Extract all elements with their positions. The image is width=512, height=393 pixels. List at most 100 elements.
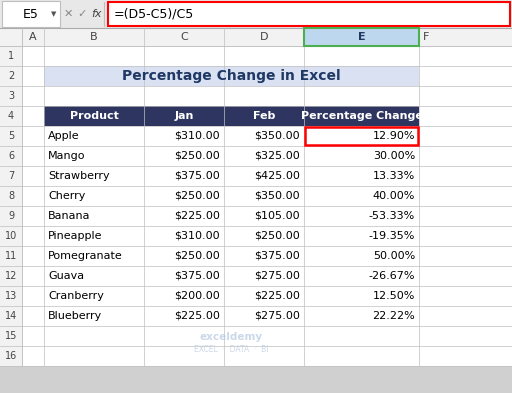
Text: $275.00: $275.00 xyxy=(254,311,300,321)
Text: $105.00: $105.00 xyxy=(254,211,300,221)
Text: Mango: Mango xyxy=(48,151,86,161)
Text: $325.00: $325.00 xyxy=(254,151,300,161)
Text: 50.00%: 50.00% xyxy=(373,251,415,261)
Text: Pomegranate: Pomegranate xyxy=(48,251,123,261)
Text: $425.00: $425.00 xyxy=(254,171,300,181)
Text: $310.00: $310.00 xyxy=(175,131,220,141)
Text: C: C xyxy=(180,32,188,42)
Text: $250.00: $250.00 xyxy=(174,191,220,201)
Bar xyxy=(0,166,22,186)
Text: ✕: ✕ xyxy=(63,9,73,19)
Text: $350.00: $350.00 xyxy=(254,131,300,141)
Text: $225.00: $225.00 xyxy=(174,211,220,221)
Text: 14: 14 xyxy=(5,311,17,321)
Text: $200.00: $200.00 xyxy=(174,291,220,301)
Text: 13.33%: 13.33% xyxy=(373,171,415,181)
Bar xyxy=(0,86,22,106)
Text: B: B xyxy=(90,32,98,42)
Text: 4: 4 xyxy=(8,111,14,121)
Bar xyxy=(224,106,304,126)
Bar xyxy=(44,66,419,86)
Text: Strawberry: Strawberry xyxy=(48,171,110,181)
Text: $375.00: $375.00 xyxy=(174,271,220,281)
Text: 9: 9 xyxy=(8,211,14,221)
Text: EXCEL  ·  DATA  ·  BI: EXCEL · DATA · BI xyxy=(194,345,269,354)
Bar xyxy=(0,326,22,346)
Text: 7: 7 xyxy=(8,171,14,181)
Text: 8: 8 xyxy=(8,191,14,201)
Text: 6: 6 xyxy=(8,151,14,161)
Bar xyxy=(304,106,419,126)
Bar xyxy=(2,1,60,27)
Text: $250.00: $250.00 xyxy=(254,231,300,241)
Bar xyxy=(44,106,144,126)
Text: Cranberry: Cranberry xyxy=(48,291,104,301)
Bar xyxy=(0,266,22,286)
Bar xyxy=(0,286,22,306)
Text: 13: 13 xyxy=(5,291,17,301)
Text: -19.35%: -19.35% xyxy=(369,231,415,241)
Text: $250.00: $250.00 xyxy=(174,151,220,161)
Bar xyxy=(304,28,419,46)
Text: 12.50%: 12.50% xyxy=(373,291,415,301)
Text: $375.00: $375.00 xyxy=(174,171,220,181)
Bar xyxy=(108,2,510,26)
Text: Apple: Apple xyxy=(48,131,80,141)
Text: 11: 11 xyxy=(5,251,17,261)
Bar xyxy=(0,46,22,66)
Text: $350.00: $350.00 xyxy=(254,191,300,201)
Text: 12: 12 xyxy=(5,271,17,281)
Bar xyxy=(304,28,419,46)
Text: 22.22%: 22.22% xyxy=(372,311,415,321)
Bar xyxy=(0,206,22,226)
Text: $225.00: $225.00 xyxy=(174,311,220,321)
Text: =(D5-C5)/C5: =(D5-C5)/C5 xyxy=(114,7,194,20)
Text: exceldemy: exceldemy xyxy=(200,332,263,342)
Text: Pineapple: Pineapple xyxy=(48,231,102,241)
Text: Feb: Feb xyxy=(253,111,275,121)
Text: 5: 5 xyxy=(8,131,14,141)
Text: D: D xyxy=(260,32,268,42)
Bar xyxy=(0,28,512,46)
Text: 1: 1 xyxy=(8,51,14,61)
Bar xyxy=(0,346,22,366)
Text: $225.00: $225.00 xyxy=(254,291,300,301)
Bar xyxy=(0,66,22,86)
Text: $375.00: $375.00 xyxy=(254,251,300,261)
Text: -53.33%: -53.33% xyxy=(369,211,415,221)
Text: 2: 2 xyxy=(8,71,14,81)
Bar xyxy=(0,106,22,126)
Text: E: E xyxy=(358,32,366,42)
Text: A: A xyxy=(29,32,37,42)
Text: ✓: ✓ xyxy=(77,9,87,19)
Text: Banana: Banana xyxy=(48,211,91,221)
Text: Product: Product xyxy=(70,111,118,121)
Text: F: F xyxy=(423,32,430,42)
Bar xyxy=(305,127,418,145)
Text: 10: 10 xyxy=(5,231,17,241)
Bar xyxy=(0,126,22,146)
Text: Jan: Jan xyxy=(174,111,194,121)
Bar xyxy=(0,0,512,28)
Text: Guava: Guava xyxy=(48,271,84,281)
Text: 16: 16 xyxy=(5,351,17,361)
Text: 40.00%: 40.00% xyxy=(373,191,415,201)
Bar xyxy=(0,306,22,326)
Text: 15: 15 xyxy=(5,331,17,341)
Bar xyxy=(0,226,22,246)
Bar xyxy=(0,186,22,206)
Text: Cherry: Cherry xyxy=(48,191,86,201)
Text: Percentage Change: Percentage Change xyxy=(301,111,422,121)
Text: 12.90%: 12.90% xyxy=(373,131,415,141)
Text: Blueberry: Blueberry xyxy=(48,311,102,321)
Bar xyxy=(0,28,512,366)
Text: -26.67%: -26.67% xyxy=(369,271,415,281)
Text: Percentage Change in Excel: Percentage Change in Excel xyxy=(122,69,341,83)
Text: fx: fx xyxy=(91,9,101,19)
Text: $250.00: $250.00 xyxy=(174,251,220,261)
Text: 3: 3 xyxy=(8,91,14,101)
Text: E5: E5 xyxy=(23,7,39,20)
Bar xyxy=(144,106,224,126)
Text: $310.00: $310.00 xyxy=(175,231,220,241)
Text: ▼: ▼ xyxy=(51,11,57,17)
